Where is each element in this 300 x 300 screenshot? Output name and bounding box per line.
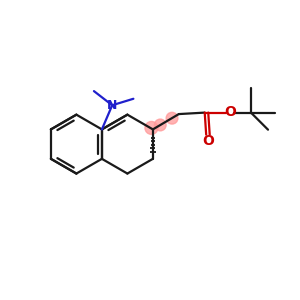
Circle shape: [154, 119, 166, 131]
Circle shape: [145, 122, 158, 134]
Text: O: O: [202, 134, 214, 148]
Text: N: N: [107, 99, 117, 112]
Text: O: O: [224, 105, 236, 119]
Circle shape: [166, 112, 178, 124]
